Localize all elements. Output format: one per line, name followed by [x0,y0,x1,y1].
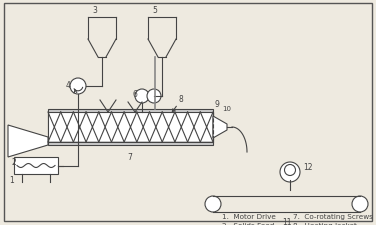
Text: 3: 3 [92,6,97,15]
Text: 10: 10 [222,106,231,112]
Circle shape [147,90,161,104]
Text: 1.  Motor Drive: 1. Motor Drive [222,213,276,219]
Text: 5: 5 [152,6,157,15]
Circle shape [135,90,149,104]
Text: 8.  Heating Jacket: 8. Heating Jacket [293,223,357,225]
Text: 2: 2 [11,157,16,166]
Text: 1: 1 [10,175,14,184]
Circle shape [285,165,296,176]
Text: 9: 9 [215,99,220,108]
Circle shape [280,162,300,182]
Text: 8: 8 [179,94,184,104]
Text: 12: 12 [303,163,312,172]
Circle shape [352,196,368,212]
Text: 11: 11 [282,217,291,225]
Bar [48,110,213,145]
Bar [48,112,213,142]
Text: 7.  Co-rotating Screws: 7. Co-rotating Screws [293,213,373,219]
Polygon shape [8,126,48,157]
Polygon shape [213,117,227,138]
Text: 6: 6 [133,90,138,99]
Text: 7: 7 [127,152,132,161]
Circle shape [205,196,221,212]
Bar [14,157,58,174]
Circle shape [70,79,86,94]
Text: 2.  Solids Feed: 2. Solids Feed [222,223,274,225]
Bar [49,113,212,141]
Text: 4: 4 [65,81,70,90]
